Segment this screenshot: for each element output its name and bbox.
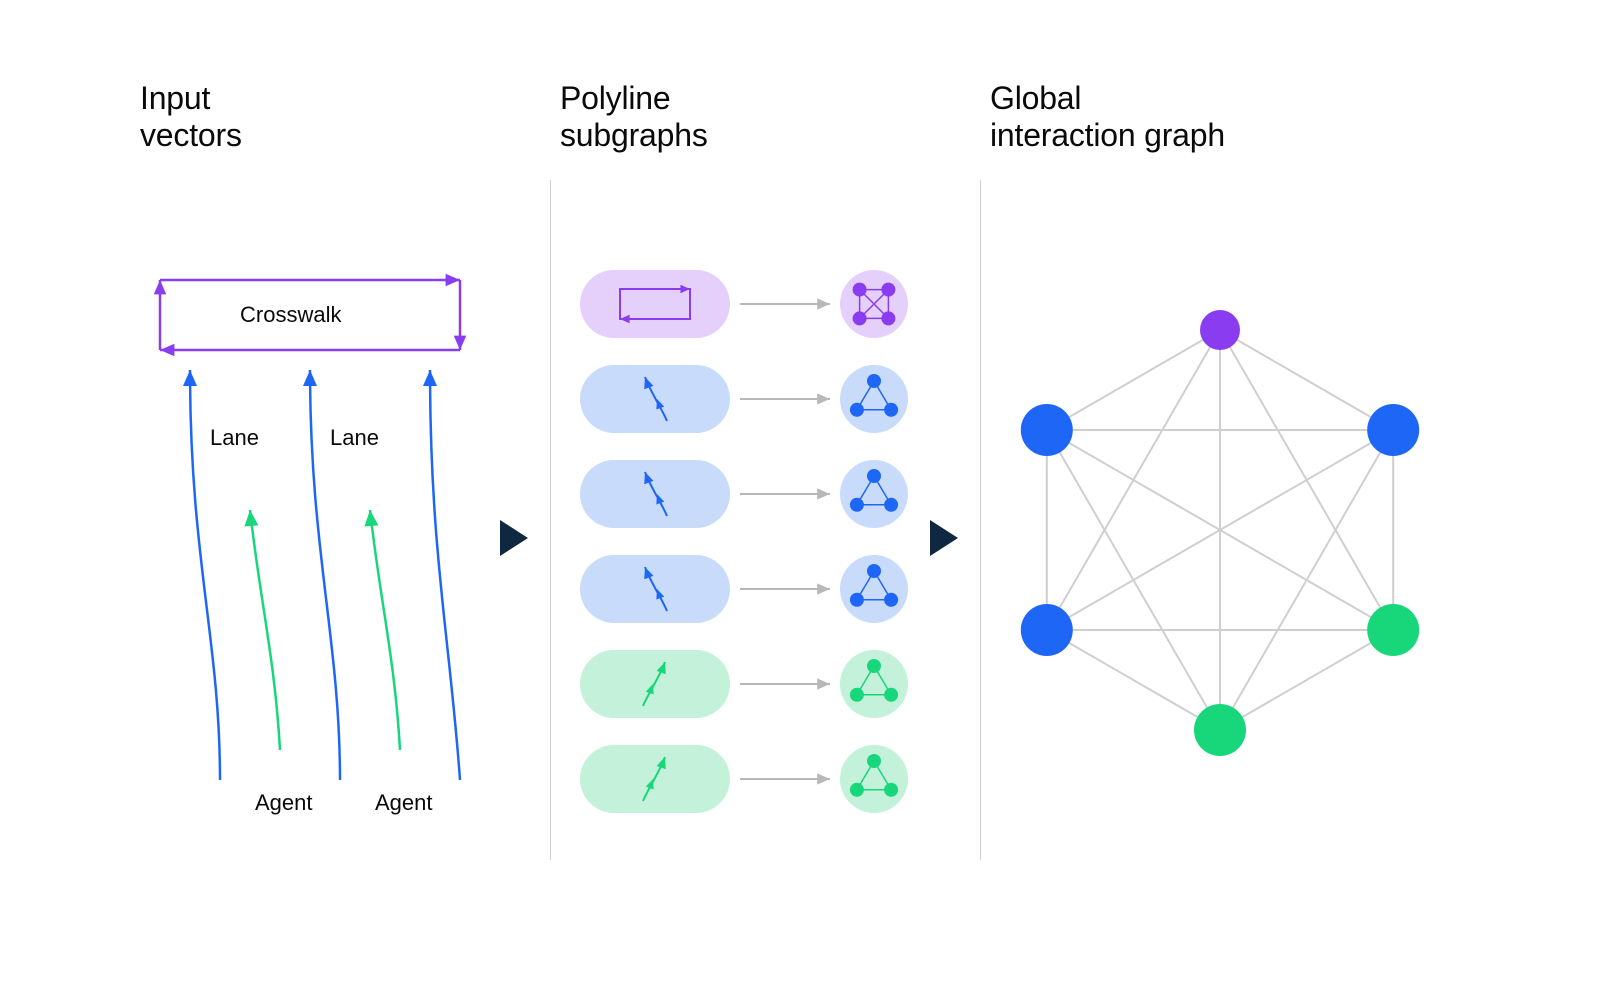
global-graph-svg xyxy=(990,80,1460,900)
subgraphs-svg xyxy=(560,80,960,900)
input-vectors-svg xyxy=(140,80,540,860)
panel-divider-2 xyxy=(980,180,981,860)
lane-label-2: Lane xyxy=(330,425,379,451)
panel-polyline-subgraphs: Polyline subgraphs xyxy=(560,80,960,900)
panel-global-graph: Global interaction graph xyxy=(990,80,1460,900)
agent-label-2: Agent xyxy=(375,790,433,816)
diagram-stage: Input vectors Crosswalk Lane Lane Agent … xyxy=(140,80,1460,900)
agent-label-1: Agent xyxy=(255,790,313,816)
panel-divider-1 xyxy=(550,180,551,860)
lane-label-1: Lane xyxy=(210,425,259,451)
panel-input-vectors: Input vectors Crosswalk Lane Lane Agent … xyxy=(140,80,540,900)
crosswalk-label: Crosswalk xyxy=(240,302,341,328)
